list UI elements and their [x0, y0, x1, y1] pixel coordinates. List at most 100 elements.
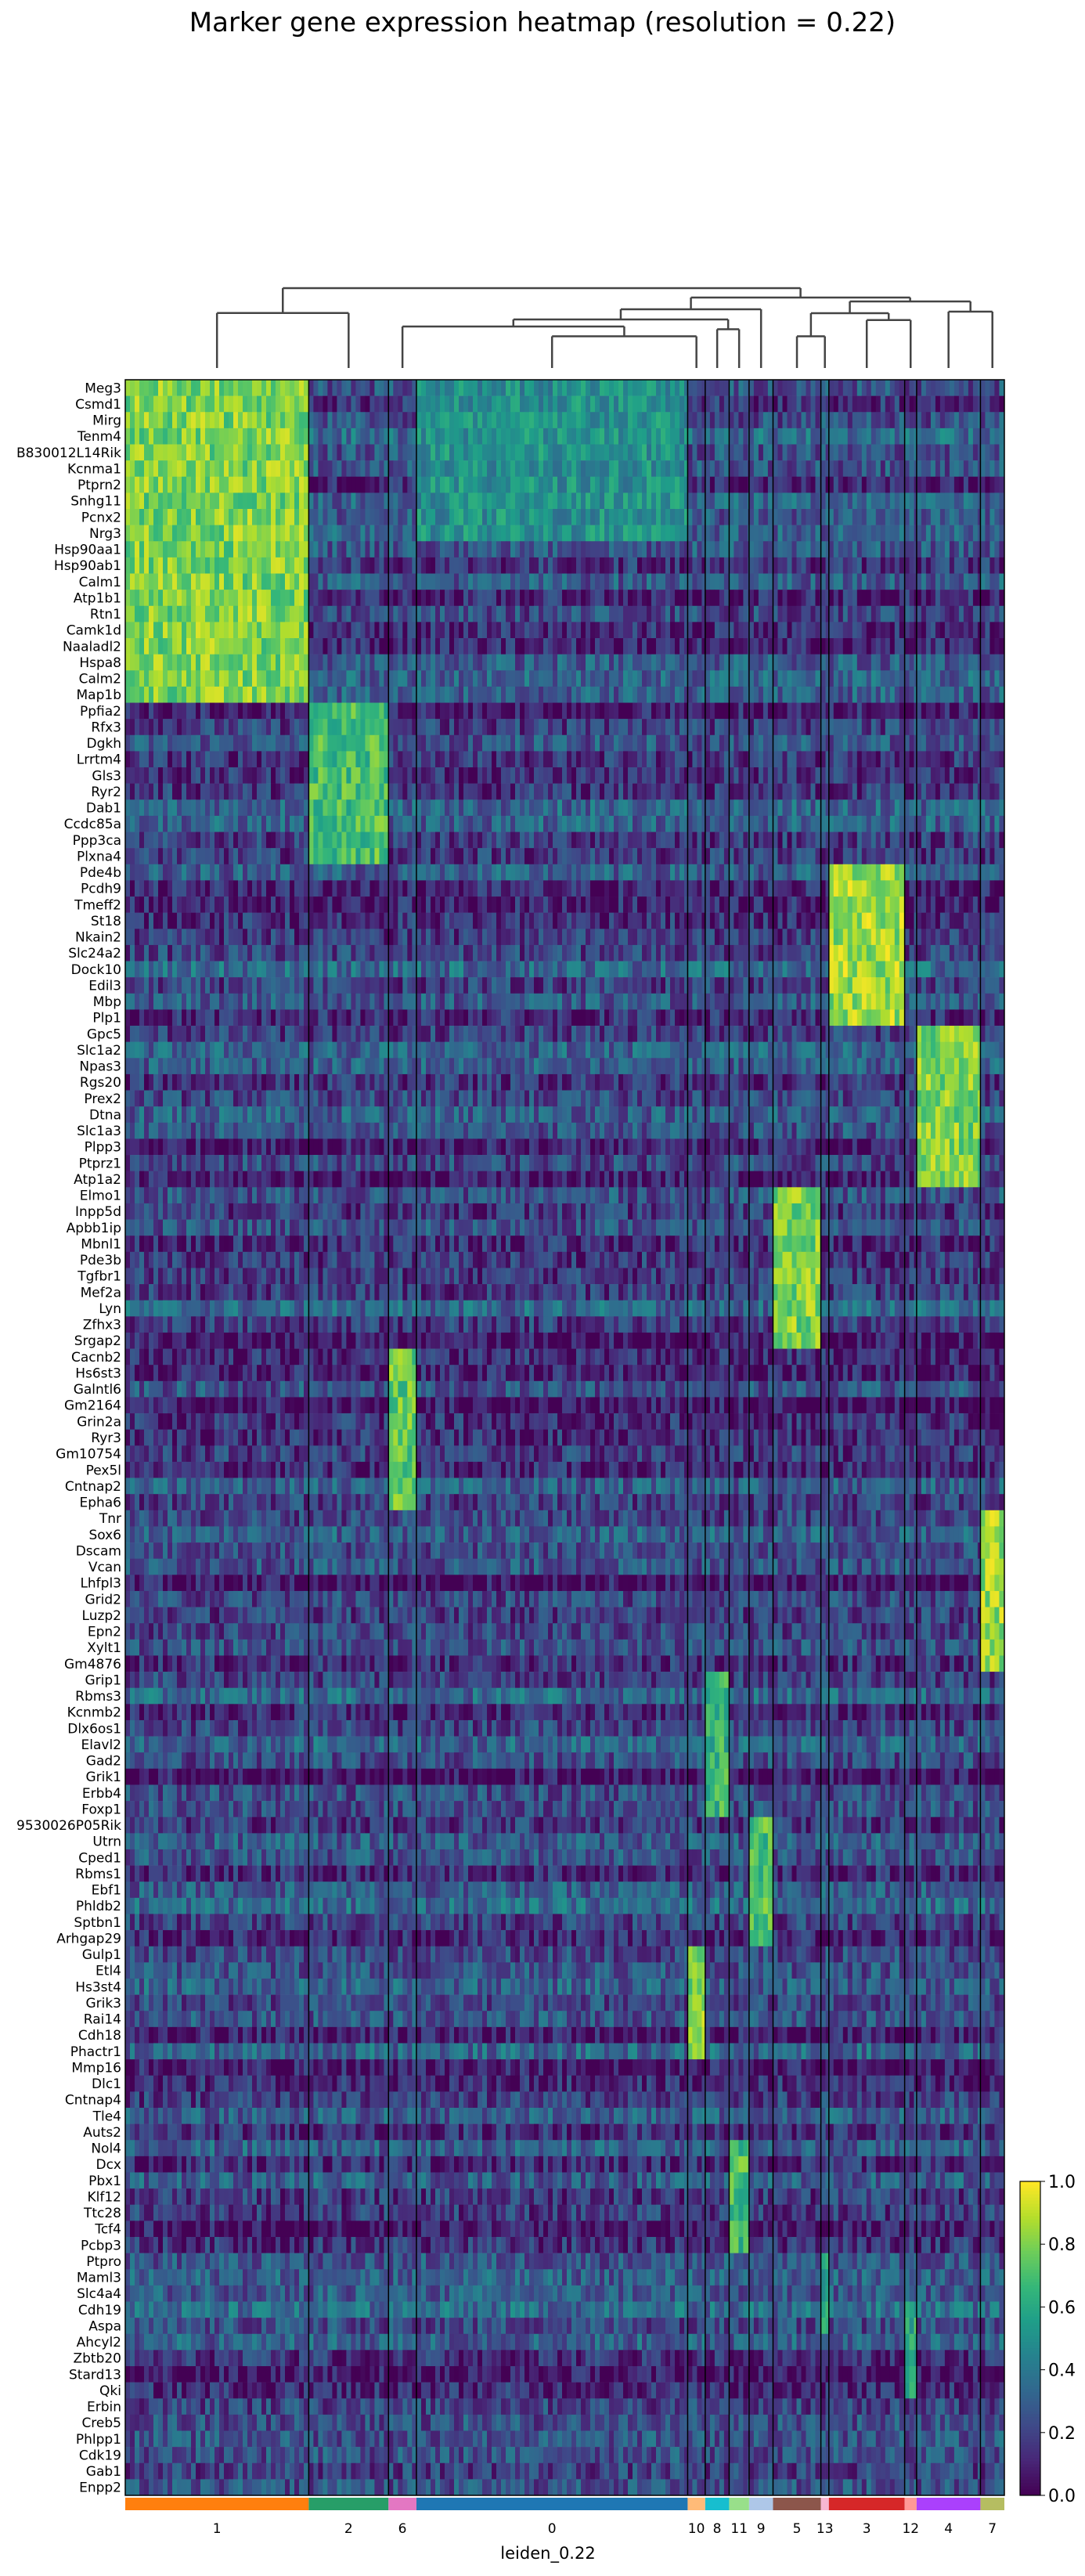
- gene-label: Rai14: [84, 2012, 121, 2028]
- cluster-color-0: [416, 2498, 687, 2510]
- chart-title: Marker gene expression heatmap (resoluti…: [189, 7, 896, 38]
- gene-label: Atp1a2: [74, 1172, 121, 1188]
- gene-label: Ppp3ca: [73, 833, 121, 849]
- gene-label: Pcdh9: [81, 882, 121, 897]
- gene-label: Hspa8: [79, 655, 121, 671]
- gene-label: Dscam: [76, 1543, 121, 1559]
- gene-label: Cntnap2: [65, 1479, 121, 1495]
- gene-label: Nol4: [91, 2141, 121, 2157]
- gene-label: Prex2: [84, 1091, 121, 1107]
- cluster-label: 0: [548, 2521, 557, 2537]
- colorbar: 0.00.20.40.60.81.0: [1020, 2173, 1076, 2506]
- gene-label: Cdk19: [79, 2448, 121, 2463]
- gene-label: Galntl6: [74, 1382, 121, 1398]
- cluster-label: 7: [988, 2521, 997, 2537]
- gene-label: Dab1: [86, 801, 121, 817]
- gene-label: Npas3: [79, 1059, 121, 1075]
- gene-label: Zbtb20: [73, 2351, 121, 2367]
- gene-label: Grik1: [85, 1770, 121, 1785]
- cluster-color-2: [308, 2498, 388, 2510]
- gene-label: Pex5l: [86, 1463, 121, 1478]
- gene-label: Grip1: [85, 1672, 122, 1688]
- cluster-label: 3: [863, 2521, 871, 2537]
- gene-label: Mbp: [93, 994, 121, 1010]
- gene-label: Calm1: [79, 575, 121, 590]
- cluster-color-3: [829, 2498, 905, 2510]
- gene-label: Gm4876: [64, 1657, 121, 1672]
- gene-label: Tgfbr1: [77, 1269, 121, 1285]
- gene-label: Mef2a: [81, 1285, 121, 1301]
- gene-label: Camk1d: [67, 623, 121, 639]
- gene-label: Slc24a2: [68, 946, 121, 961]
- gene-label: Edil3: [88, 979, 121, 994]
- gene-label: Pbx1: [88, 2174, 121, 2189]
- gene-label: Qki: [99, 2383, 121, 2399]
- cluster-color-bar: [125, 2498, 1004, 2510]
- gene-label: Slc1a2: [77, 1043, 121, 1059]
- gene-label: 9530026P05Rik: [16, 1818, 121, 1834]
- gene-label: Dcx: [96, 2157, 122, 2173]
- cluster-color-7: [980, 2498, 1004, 2510]
- gene-label: Gm2164: [64, 1398, 121, 1414]
- gene-label: Plp1: [92, 1011, 121, 1026]
- dendrogram: [217, 288, 993, 368]
- gene-label: Creb5: [81, 2415, 121, 2431]
- heatmap-cells: [125, 380, 1004, 2495]
- x-axis-label: leiden_0.22: [500, 2544, 595, 2563]
- gene-label: Hs6st3: [75, 1366, 121, 1382]
- gene-label: Gad2: [86, 1754, 121, 1770]
- gene-label: Plpp3: [85, 1140, 121, 1156]
- gene-label: Pcbp3: [81, 2238, 121, 2253]
- gene-label: Ppfia2: [80, 704, 121, 720]
- gene-label: B830012L14Rik: [16, 446, 121, 461]
- gene-label: Srgap2: [74, 1333, 121, 1349]
- gene-label: Hsp90aa1: [54, 543, 121, 558]
- gene-label: Pcnx2: [81, 510, 121, 525]
- colorbar-tick-label: 0.6: [1048, 2298, 1076, 2318]
- gene-label: Mmp16: [71, 2060, 121, 2076]
- gene-label: Dlx6os1: [67, 1721, 121, 1737]
- gene-label: Epn2: [88, 1625, 121, 1640]
- cluster-label: 9: [757, 2521, 766, 2537]
- gene-label: Calm2: [79, 672, 121, 687]
- cluster-labels: 1 2 6 0 10 8 11 9 5 13 3 12 4 7: [213, 2521, 997, 2537]
- gene-label: Ahcyl2: [77, 2335, 121, 2351]
- cluster-color-6: [388, 2498, 416, 2510]
- gene-label: Stard13: [69, 2367, 121, 2383]
- gene-label: Ebf1: [92, 1883, 121, 1899]
- colorbar-tick-label: 0.8: [1048, 2235, 1076, 2255]
- cluster-color-5: [773, 2498, 820, 2510]
- gene-label: Cdh19: [78, 2303, 121, 2318]
- gene-label: Cdh18: [78, 2028, 121, 2044]
- gene-label: Epha6: [79, 1495, 121, 1511]
- gene-label: Maml3: [77, 2271, 121, 2286]
- gene-label: Sox6: [88, 1528, 121, 1543]
- gene-label: Phactr1: [70, 2044, 121, 2060]
- gene-label: Gpc5: [87, 1026, 121, 1042]
- cluster-color-12: [905, 2498, 917, 2510]
- gene-label: Apbb1ip: [67, 1221, 121, 1236]
- gene-label: Foxp1: [81, 1802, 121, 1817]
- gene-label: Tle4: [92, 2109, 121, 2124]
- gene-label: Pde3b: [80, 1253, 121, 1268]
- gene-label: Gls3: [92, 768, 121, 784]
- gene-label: Gulp1: [82, 1947, 121, 1963]
- gene-label: Dock10: [71, 962, 121, 978]
- colorbar-tick-label: 0.2: [1048, 2424, 1076, 2444]
- gene-label: Auts2: [83, 2125, 121, 2141]
- gene-label: Gab1: [86, 2464, 121, 2480]
- gene-label: Rfx3: [91, 720, 121, 736]
- gene-label: Sptbn1: [74, 1915, 121, 1931]
- gene-label: Map1b: [77, 687, 121, 703]
- gene-label: Cped1: [78, 1850, 121, 1866]
- gene-label: Ttc28: [83, 2206, 121, 2221]
- gene-label: Ptprz1: [79, 1156, 121, 1171]
- gene-label: Erbin: [87, 2400, 121, 2415]
- cluster-label: 10: [688, 2521, 705, 2537]
- cluster-color-8: [705, 2498, 730, 2510]
- gene-label: Plxna4: [77, 850, 121, 865]
- gene-label: Rbms3: [75, 1689, 121, 1705]
- gene-label: Cacnb2: [71, 1350, 121, 1366]
- gene-label: Meg3: [85, 381, 121, 396]
